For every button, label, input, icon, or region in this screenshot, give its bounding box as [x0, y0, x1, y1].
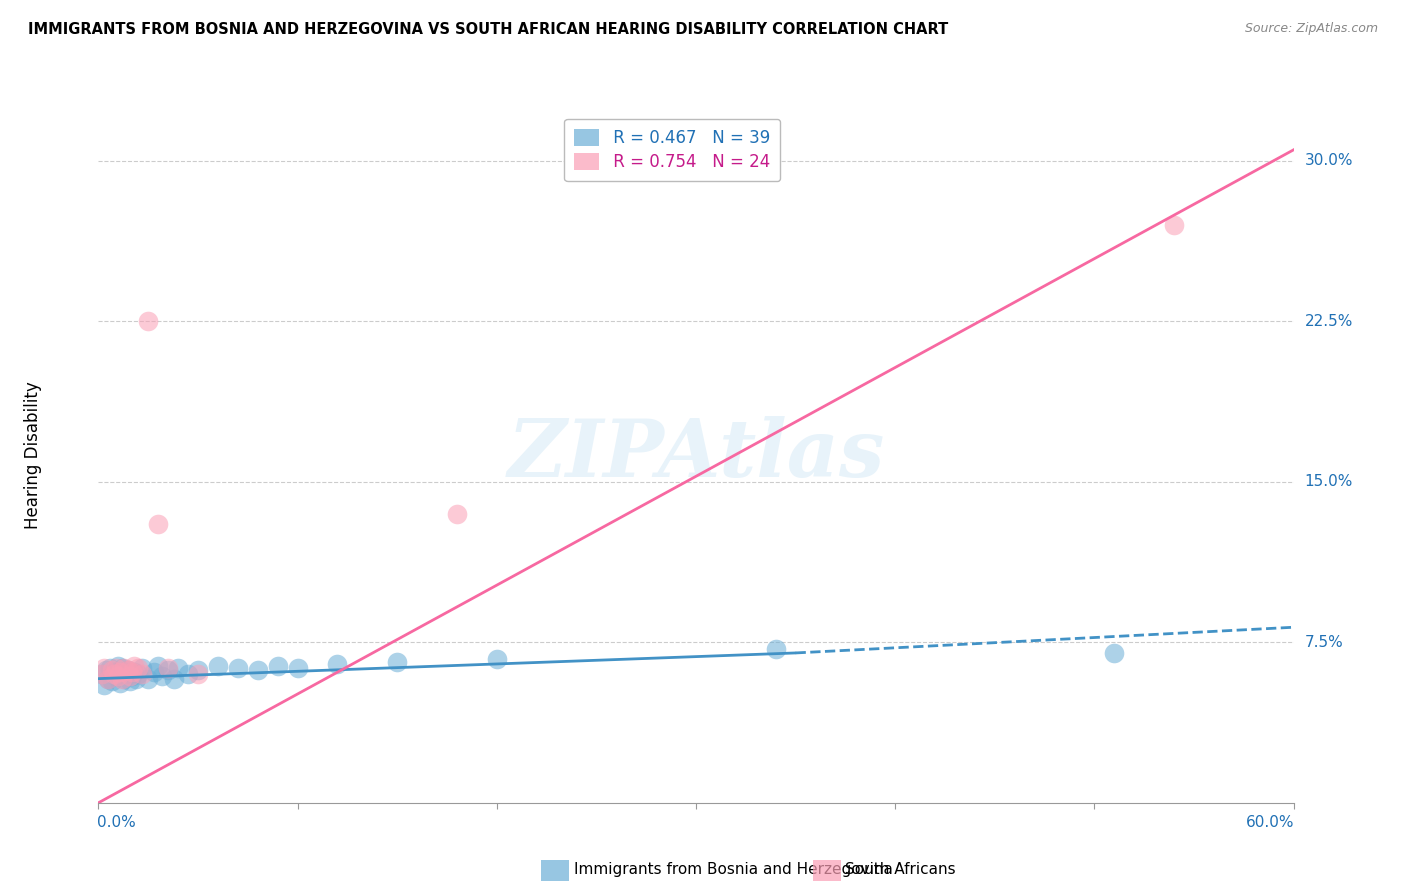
Point — [163, 672, 186, 686]
Point — [111, 661, 134, 675]
Point — [246, 663, 269, 677]
Point — [121, 665, 143, 680]
Point — [136, 314, 159, 328]
Point — [98, 661, 122, 675]
Point — [187, 663, 209, 677]
Point — [136, 672, 159, 686]
Point — [125, 672, 148, 686]
Point — [91, 667, 114, 681]
Text: IMMIGRANTS FROM BOSNIA AND HERZEGOVINA VS SOUTH AFRICAN HEARING DISABILITY CORRE: IMMIGRANTS FROM BOSNIA AND HERZEGOVINA V… — [28, 22, 949, 37]
Point — [127, 667, 149, 681]
Point — [115, 667, 138, 681]
Point — [148, 517, 170, 532]
Point — [101, 673, 124, 688]
Point — [287, 661, 309, 675]
Point — [91, 667, 114, 681]
Point — [105, 669, 128, 683]
Point — [148, 658, 170, 673]
Point — [765, 641, 787, 656]
Text: Hearing Disability: Hearing Disability — [24, 381, 42, 529]
Point — [110, 665, 132, 680]
Point — [105, 661, 128, 675]
Point — [131, 661, 153, 675]
Text: South Africans: South Africans — [845, 863, 956, 877]
Point — [226, 661, 249, 675]
Text: 30.0%: 30.0% — [1305, 153, 1353, 168]
Point — [101, 663, 124, 677]
Point — [110, 676, 132, 690]
Point — [1163, 218, 1185, 232]
Text: 60.0%: 60.0% — [1246, 815, 1295, 830]
Point — [326, 657, 349, 671]
Point — [267, 658, 290, 673]
Point — [1102, 646, 1125, 660]
Point — [107, 658, 129, 673]
Point — [117, 663, 139, 677]
Point — [103, 665, 125, 680]
Text: Source: ZipAtlas.com: Source: ZipAtlas.com — [1244, 22, 1378, 36]
Text: 7.5%: 7.5% — [1305, 635, 1343, 649]
Point — [120, 669, 142, 683]
Point — [167, 661, 190, 675]
Point — [103, 667, 125, 681]
Point — [93, 661, 115, 675]
Point — [143, 665, 166, 680]
Text: 22.5%: 22.5% — [1305, 314, 1353, 328]
Point — [127, 661, 149, 675]
Point — [111, 672, 134, 686]
Point — [187, 667, 209, 681]
Point — [97, 672, 120, 686]
Point — [485, 652, 508, 666]
Point — [120, 673, 142, 688]
Point — [124, 658, 146, 673]
Point — [157, 661, 180, 675]
Text: Immigrants from Bosnia and Herzegovina: Immigrants from Bosnia and Herzegovina — [574, 863, 893, 877]
Point — [93, 678, 115, 692]
Point — [117, 663, 139, 677]
Point — [446, 507, 468, 521]
Point — [121, 669, 143, 683]
Legend:  R = 0.467   N = 39,  R = 0.754   N = 24: R = 0.467 N = 39, R = 0.754 N = 24 — [564, 119, 780, 181]
Point — [112, 672, 135, 686]
Point — [124, 665, 146, 680]
Text: ZIPAtlas: ZIPAtlas — [508, 417, 884, 493]
Point — [107, 669, 129, 683]
Point — [157, 663, 180, 677]
Point — [150, 669, 173, 683]
Point — [207, 658, 229, 673]
Point — [177, 667, 200, 681]
Point — [112, 661, 135, 675]
Text: 0.0%: 0.0% — [97, 815, 136, 830]
Point — [97, 672, 120, 686]
Point — [385, 655, 409, 669]
Point — [131, 667, 153, 681]
Point — [96, 663, 118, 677]
Text: 15.0%: 15.0% — [1305, 475, 1353, 489]
